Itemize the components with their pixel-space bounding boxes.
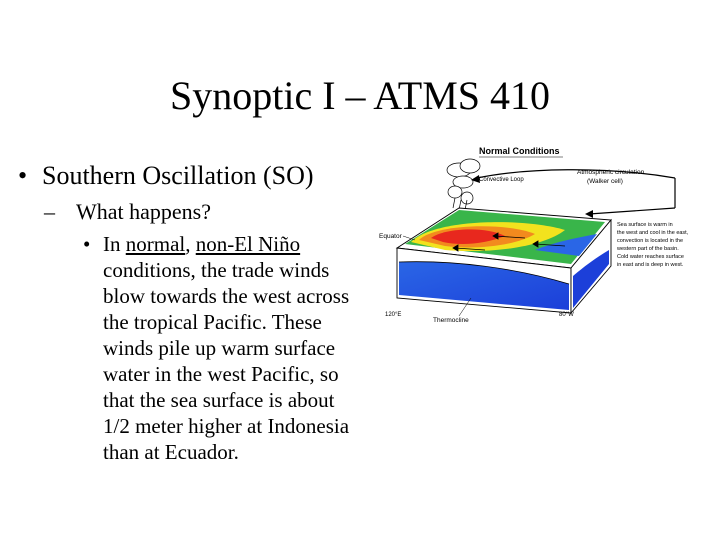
thermocline-line (398, 261, 570, 285)
svg-text:convection is located in the: convection is located in the (617, 238, 683, 244)
convective-loop-label: Convective Loop (479, 177, 524, 183)
figure-title: Normal Conditions (479, 146, 560, 156)
trade-wind-arrows (452, 232, 566, 252)
bullet-dot: • (18, 161, 28, 190)
bullet3-sep: , (185, 232, 196, 256)
bullet3-prefix: In (103, 232, 126, 256)
walker-upper-arrow (476, 169, 676, 179)
bullet3-rest: conditions, the trade winds blow towards… (103, 258, 350, 464)
svg-text:western part of the basin.: western part of the basin. (616, 246, 679, 252)
normal-conditions-diagram: Normal Conditions Convective Loop Atmosp… (379, 146, 689, 324)
lon-120e-label: 120°E (385, 312, 401, 318)
term-normal: normal (125, 232, 186, 256)
equator-label: Equator (379, 233, 403, 240)
bullet-southern-oscillation: • Southern Oscillation (SO) (18, 160, 314, 192)
slide-title: Synoptic I – ATMS 410 (169, 73, 551, 118)
bullet-normal-conditions: • In normal, non-El Niño conditions, the … (83, 231, 365, 465)
bullet-what-happens: – What happens? (44, 199, 211, 225)
deep-ocean (398, 250, 609, 310)
svg-text:Sea surface is warm in: Sea surface is warm in (617, 222, 673, 228)
svg-text:the west and cool in the east,: the west and cool in the east, (617, 230, 689, 236)
svg-text:Cold water reaches surface: Cold water reaches surface (617, 254, 684, 260)
bullet1-text: Southern Oscillation (SO) (42, 161, 314, 190)
lon-80w-label: 80°W (559, 312, 574, 318)
thermocline-label: Thermocline (433, 317, 469, 324)
bullet-dot-small: • (83, 232, 91, 256)
bullet2-text: What happens? (76, 199, 211, 224)
atmospheric-circulation-label: Atmospheric circulation (577, 169, 645, 176)
figure-note: Sea surface is warm in the west and cool… (616, 222, 689, 268)
svg-text:in east and is deep in west.: in east and is deep in west. (617, 262, 684, 268)
convective-clouds-icon (446, 158, 481, 211)
term-non-el-nino: non-El Niño (195, 232, 301, 256)
walker-cell-label: (Walker cell) (587, 178, 623, 185)
bullet-dash: – (44, 199, 55, 224)
